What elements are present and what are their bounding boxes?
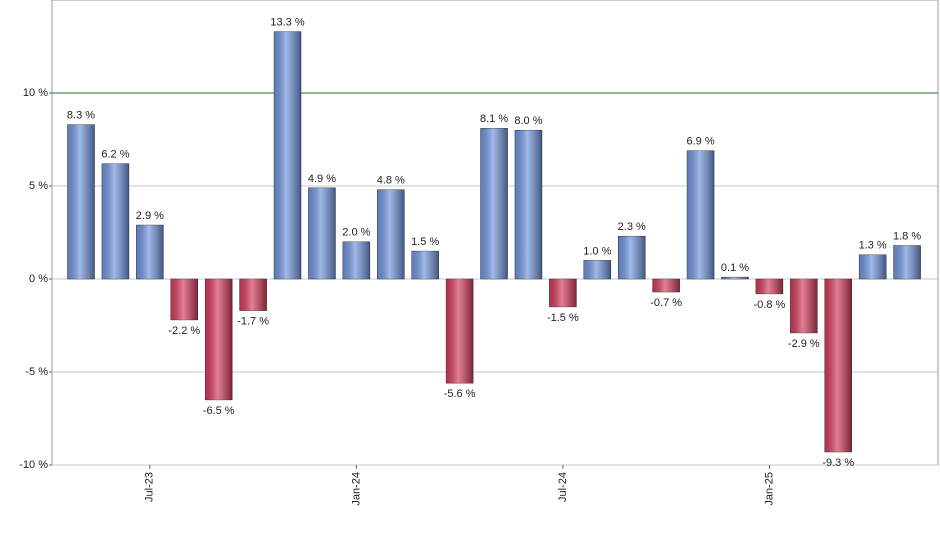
bar-shading xyxy=(755,279,783,294)
data-label: 6.2 % xyxy=(101,149,129,161)
bar-shading xyxy=(687,150,715,279)
bar-shading xyxy=(170,279,198,320)
data-label: 1.3 % xyxy=(859,240,887,252)
bar-shading xyxy=(618,236,646,279)
data-label: 6.9 % xyxy=(686,136,714,148)
data-label: 0.1 % xyxy=(721,262,749,274)
bar-shading xyxy=(342,241,370,279)
y-tick-label: -5 % xyxy=(25,366,48,378)
bar-shading xyxy=(67,124,95,280)
y-tick-label: 5 % xyxy=(29,180,48,192)
y-tick-label: -10 % xyxy=(19,459,48,471)
data-label: -1.7 % xyxy=(237,316,269,328)
bar-shading xyxy=(790,279,818,333)
data-label: -9.3 % xyxy=(822,457,854,469)
bar-shading xyxy=(136,225,164,279)
data-label: 4.8 % xyxy=(377,175,405,187)
data-label: -2.2 % xyxy=(168,325,200,337)
bar-shading xyxy=(893,245,921,279)
data-label: 8.3 % xyxy=(67,110,95,122)
bar-shading xyxy=(446,279,474,384)
bar-shading xyxy=(824,279,852,452)
data-label: -0.8 % xyxy=(754,299,786,311)
data-label: 1.5 % xyxy=(411,236,439,248)
data-label: -6.5 % xyxy=(203,405,235,417)
bar-shading xyxy=(514,130,542,279)
data-label: 2.0 % xyxy=(342,227,370,239)
bar-shading xyxy=(205,279,233,400)
x-tick-label: Jan-25 xyxy=(763,472,775,506)
data-label: 2.3 % xyxy=(618,221,646,233)
data-label: -5.6 % xyxy=(444,388,476,400)
bar-shading xyxy=(549,279,577,307)
bar-shading xyxy=(411,251,439,279)
data-label: 8.0 % xyxy=(514,115,542,127)
data-label: 4.9 % xyxy=(308,173,336,185)
bar-shading xyxy=(721,277,749,279)
data-label: 1.0 % xyxy=(583,245,611,257)
data-label: -1.5 % xyxy=(547,312,579,324)
bar-shading xyxy=(308,187,336,279)
x-tick-label: Jan-24 xyxy=(350,472,362,506)
bar-shading xyxy=(480,128,508,279)
bar-shading xyxy=(652,279,680,293)
data-label: 2.9 % xyxy=(136,210,164,222)
data-label: 1.8 % xyxy=(893,230,921,242)
bar-shading xyxy=(859,254,887,279)
x-tick-label: Jul-24 xyxy=(557,472,569,502)
data-label: 8.1 % xyxy=(480,113,508,125)
bar-shading xyxy=(274,31,302,280)
bar-shading xyxy=(377,189,405,279)
y-tick-label: 10 % xyxy=(23,87,48,99)
data-label: 13.3 % xyxy=(270,17,304,29)
data-label: -2.9 % xyxy=(788,338,820,350)
bar-shading xyxy=(583,260,611,279)
x-tick-label: Jul-23 xyxy=(144,472,156,502)
y-tick-label: 0 % xyxy=(29,273,48,285)
bar-shading xyxy=(239,279,267,311)
data-label: -0.7 % xyxy=(650,297,682,309)
bar-shading xyxy=(101,163,129,279)
